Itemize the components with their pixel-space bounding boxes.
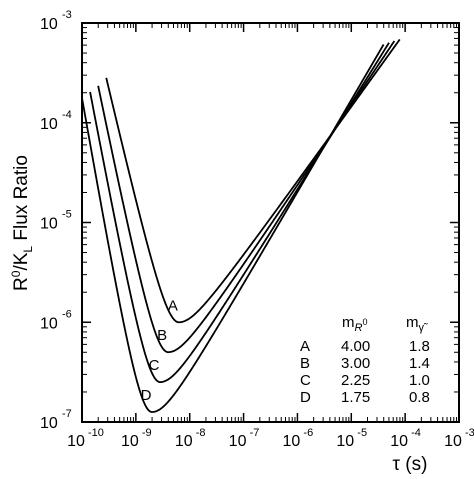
y-tick-exponent: -3: [62, 9, 72, 21]
y-tick-label: 10: [40, 16, 58, 33]
x-tick-label: 10: [175, 433, 193, 450]
header-m: m: [406, 314, 419, 331]
table-cell-mr0: 1.75: [341, 389, 370, 406]
y-title-main: R: [11, 277, 32, 291]
x-tick-exponent: -5: [357, 427, 367, 439]
series-a-label: A: [168, 297, 178, 314]
table-cell-mg: 1.4: [409, 355, 430, 372]
series-c-line: [89, 42, 390, 384]
header-sub: R: [355, 322, 363, 334]
axes: 10 -10 10 -9 10 -8 10 -7 10 -6 10 -5 10 -4 10 -310-710-…: [9, 9, 474, 475]
table-cell-mr0: 3.00: [341, 355, 370, 372]
y-title-sub: L: [21, 246, 35, 253]
table-cell-mg: 1.8: [409, 338, 430, 355]
table-cell-mr0: 2.25: [341, 372, 370, 389]
y-axis-title: R0/KL Flux Ratio: [9, 155, 35, 291]
x-tick-exponent: -7: [250, 427, 260, 439]
x-tick-exponent: -3: [465, 427, 474, 439]
series-c-label: C: [149, 357, 160, 374]
x-tick-exponent: -6: [303, 427, 313, 439]
x-tick-exponent: -10: [88, 427, 104, 439]
x-tick-label: 10: [229, 433, 247, 450]
legend-table: mR0 mγ̃A 4.00 1.8B 3.00 1.4C 2.25 1.0D 1.75 0.8: [300, 314, 430, 406]
table-row-label: D: [300, 389, 311, 406]
table-row-label: A: [300, 338, 310, 355]
series-d-line: [81, 44, 385, 413]
y-tick-label: 10: [40, 216, 58, 233]
x-tick-label: 10: [336, 433, 354, 450]
series-d-label: D: [141, 387, 152, 404]
header-m: m: [342, 314, 355, 331]
table-row-label: C: [300, 372, 311, 389]
y-tick-exponent: -4: [62, 109, 72, 121]
x-tick-exponent: -8: [196, 427, 206, 439]
header-subsup: 0: [362, 317, 367, 327]
plot-frame: [81, 22, 460, 423]
x-tick-label: 10: [444, 433, 462, 450]
table-header-mr0: mR0: [342, 314, 367, 334]
x-tick-exponent: -9: [142, 427, 152, 439]
y-title-sup: 0: [9, 270, 23, 277]
x-tick-label: 10: [390, 433, 408, 450]
series-a-line: [105, 38, 401, 324]
series-b-line: [97, 40, 396, 354]
table-header-mg: mγ̃: [406, 314, 428, 334]
y-tick-exponent: -7: [62, 408, 72, 420]
y-tick-label: 10: [40, 116, 58, 133]
x-tick-label: 10: [121, 433, 139, 450]
curves: [81, 38, 401, 413]
table-cell-mg: 1.0: [409, 372, 430, 389]
y-title-rest: Flux Ratio: [11, 155, 32, 246]
x-tick-label: 10: [67, 433, 85, 450]
series-b-label: B: [157, 327, 167, 344]
x-tick-exponent: -4: [411, 427, 421, 439]
x-axis-title: τ (s): [393, 454, 428, 475]
table-row-label: B: [300, 355, 310, 372]
header-sub: γ̃: [419, 322, 429, 334]
y-tick-exponent: -5: [62, 209, 72, 221]
y-tick-exponent: -6: [62, 308, 72, 320]
table-cell-mg: 0.8: [409, 389, 430, 406]
table-cell-mr0: 4.00: [341, 338, 370, 355]
x-tick-label: 10: [283, 433, 301, 450]
y-tick-label: 10: [40, 415, 58, 432]
y-tick-label: 10: [40, 315, 58, 332]
y-title-slash: /K: [11, 252, 32, 270]
